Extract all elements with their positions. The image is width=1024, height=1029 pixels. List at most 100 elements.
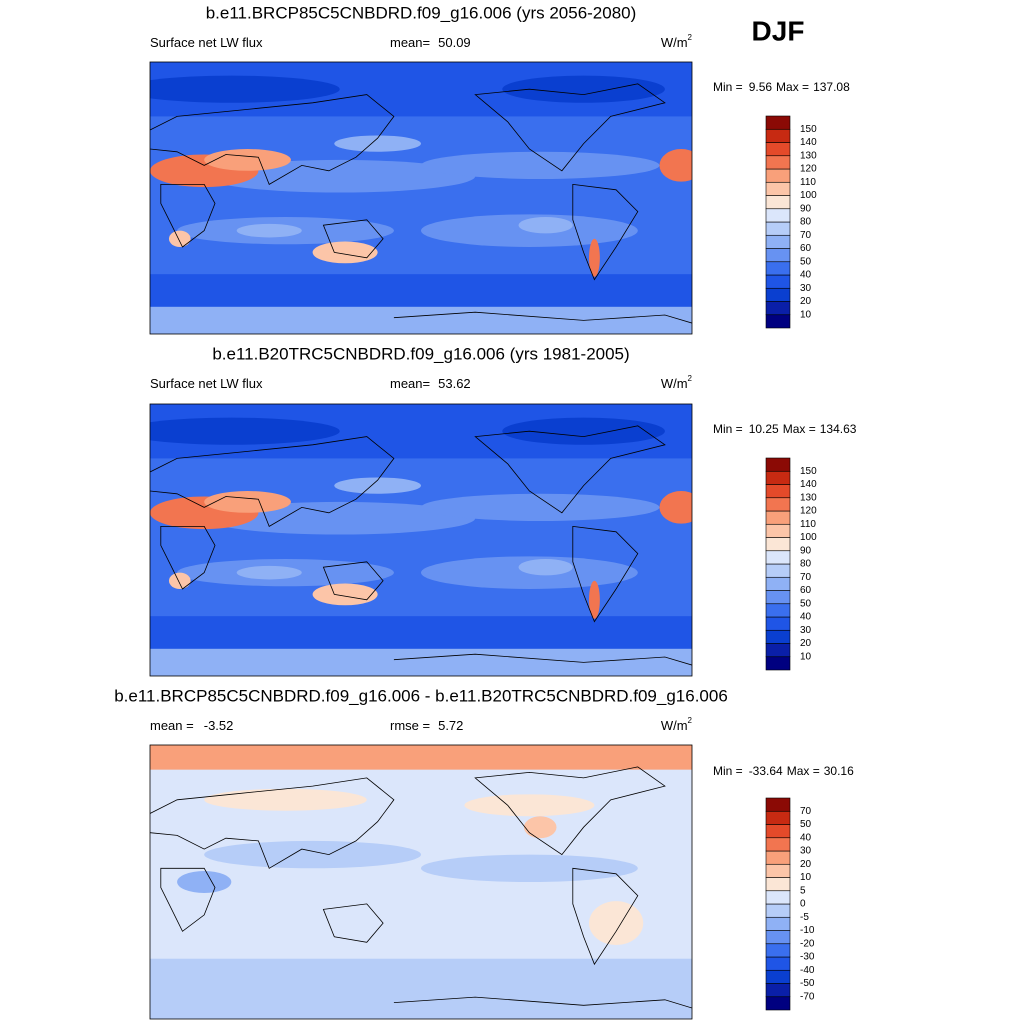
units-text: W/m (661, 376, 688, 391)
max-label: Max = (783, 422, 816, 436)
left-label: mean = -3.52 (150, 718, 233, 733)
coastline (474, 766, 666, 856)
colorbar-label: 50 (800, 598, 812, 609)
colorbar-box (765, 563, 791, 578)
colorbar-box (765, 234, 791, 249)
colorbar-label: 80 (800, 559, 812, 570)
stat-label: mean= (390, 376, 430, 391)
coastline (393, 996, 692, 1009)
colorbar-label: 80 (800, 217, 812, 228)
field-region (312, 241, 378, 264)
colorbar-label: -50 (800, 978, 815, 989)
colorbar-box (765, 221, 791, 236)
units: W/m2 (661, 716, 693, 733)
colorbar-label: -40 (800, 965, 815, 976)
colorbar-box (765, 537, 791, 552)
colorbar-box (765, 656, 791, 671)
left-label-text: mean = (150, 718, 194, 733)
colorbar-label: 40 (800, 612, 812, 623)
colorbar-box (765, 629, 791, 644)
colorbar-box (765, 576, 791, 591)
field-band (150, 648, 692, 676)
field-region (177, 871, 232, 893)
field-region (312, 583, 378, 606)
field-band (150, 274, 692, 313)
panel: b.e11.BRCP85C5CNBDRD.f09_g16.006 - b.e11… (114, 686, 854, 1020)
min-max: Min = 9.56 Max = 137.08 (713, 80, 850, 94)
colorbar-label: 50 (800, 819, 812, 830)
left-label: Surface net LW flux (150, 376, 263, 391)
colorbar-label: 20 (800, 859, 812, 870)
colorbar-label: 90 (800, 203, 812, 214)
colorbar-box (765, 128, 791, 143)
panel-title: b.e11.BRCP85C5CNBDRD.f09_g16.006 - b.e11… (114, 686, 728, 705)
field-region (502, 75, 665, 103)
colorbar-box (765, 996, 791, 1011)
colorbar-label: 40 (800, 270, 812, 281)
colorbar-label: 100 (800, 532, 817, 543)
colorbar-box (765, 510, 791, 525)
colorbar-label: 100 (800, 190, 817, 201)
colorbar-box (765, 903, 791, 918)
colorbar-label: 90 (800, 545, 812, 556)
coastline (160, 867, 216, 932)
colorbar-label: 20 (800, 638, 812, 649)
units: W/m2 (661, 33, 693, 50)
coastline (322, 561, 384, 601)
colorbar-label: 70 (800, 572, 812, 583)
stat-value: 50.09 (438, 35, 471, 50)
units-exp: 2 (688, 374, 693, 383)
units-exp: 2 (688, 33, 693, 42)
field-region (518, 217, 573, 234)
stat: mean= 50.09 (390, 35, 471, 50)
panel-title: b.e11.B20TRC5CNBDRD.f09_g16.006 (yrs 198… (212, 344, 629, 363)
field-band (150, 745, 692, 770)
field-region (204, 840, 421, 869)
colorbar-box (765, 287, 791, 302)
colorbar-label: 60 (800, 243, 812, 254)
season-label: DJF (752, 15, 805, 46)
colorbar-label: 140 (800, 137, 817, 148)
colorbar-box (765, 208, 791, 223)
field-region (150, 75, 340, 103)
colorbar-label: 140 (800, 479, 817, 490)
colorbar-label: 70 (800, 230, 812, 241)
map-field (150, 404, 692, 676)
colorbar-label: -30 (800, 952, 815, 963)
colorbar-box (765, 890, 791, 905)
field-region (236, 223, 302, 238)
min-value: 9.56 (749, 80, 773, 94)
panel: b.e11.B20TRC5CNBDRD.f09_g16.006 (yrs 198… (149, 344, 857, 677)
coastline (572, 525, 639, 623)
colorbar-label: 150 (800, 124, 817, 135)
colorbar-box (765, 195, 791, 210)
max-label: Max = (776, 80, 809, 94)
max-value: 137.08 (813, 80, 850, 94)
field-region (464, 794, 595, 817)
colorbar-box (765, 457, 791, 472)
field-band (150, 958, 692, 1019)
stat-value: 53.62 (438, 376, 471, 391)
colorbar-box (765, 943, 791, 958)
units-text: W/m (661, 35, 688, 50)
coastline (160, 184, 216, 248)
map-frame (149, 61, 693, 335)
colorbar-label: 110 (800, 177, 816, 188)
field-region (421, 151, 660, 179)
max-label: Max = (787, 764, 820, 778)
stat: mean= 53.62 (390, 376, 471, 391)
min-label: Min = (713, 764, 743, 778)
colorbar-box (765, 983, 791, 998)
colorbar-box (765, 168, 791, 183)
left-label: Surface net LW flux (150, 35, 263, 50)
colorbar-box (765, 616, 791, 631)
field-region (589, 580, 600, 619)
coastline (150, 436, 395, 527)
coastline (393, 311, 692, 324)
field-region (168, 572, 191, 589)
colorbar-box (765, 810, 791, 825)
stat-label: mean= (390, 35, 430, 50)
left-value: -3.52 (204, 718, 234, 733)
colorbar-label: 5 (800, 885, 806, 896)
